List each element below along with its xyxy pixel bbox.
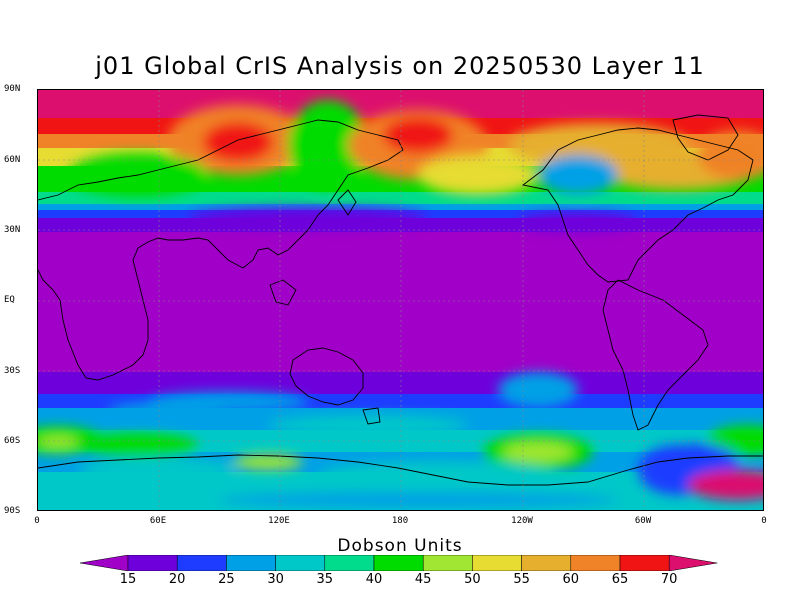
colorbar-arrow-high: [668, 555, 718, 571]
colorbar-tick-label: 35: [316, 572, 334, 587]
lat-label-30s: 30S: [4, 366, 21, 376]
lat-label-60s: 60S: [4, 436, 21, 446]
colorbar-tick-label: 15: [119, 572, 137, 587]
colorbar-segment: [570, 555, 621, 571]
colorbar-tick-label: 30: [267, 572, 284, 587]
ozone-field: [38, 90, 763, 510]
lat-label-30n: 30N: [4, 225, 21, 235]
colorbar-segment: [275, 555, 326, 571]
colorbar-segment: [176, 555, 227, 571]
colorbar-segment: [373, 555, 424, 571]
map-title: j01 Global CrIS Analysis on 20250530 Lay…: [95, 52, 705, 80]
colorbar-tick-label: 20: [168, 572, 186, 587]
colorbar-tick-label: 40: [365, 572, 383, 587]
colorbar-segment: [127, 555, 178, 571]
colorbar-tick-label: 60: [562, 572, 580, 587]
lon-label-180: 180: [391, 516, 409, 526]
colorbar-title: Dobson Units: [337, 536, 463, 556]
southern-features: [38, 372, 763, 508]
lon-label-60w: 60W: [634, 516, 652, 526]
colorbar-tick-label: 25: [218, 572, 235, 587]
lon-label-60e: 60E: [149, 516, 167, 526]
colorbar-tick-label: 70: [660, 572, 678, 587]
colorbar-segment: [226, 555, 276, 571]
colorbar: [80, 555, 718, 571]
lon-label-0-right: 0: [761, 516, 767, 526]
colorbar-segment: [521, 555, 572, 571]
lon-label-120e: 120E: [268, 516, 290, 526]
graticule: [38, 90, 763, 510]
colorbar-segment: [324, 555, 375, 571]
lat-label-60n: 60N: [4, 155, 21, 165]
colorbar-segment: [619, 555, 670, 571]
colorbar-segment: [422, 555, 473, 571]
lat-label-90s: 90S: [4, 506, 21, 516]
lat-label-eq: EQ: [4, 295, 15, 305]
lon-label-120w: 120W: [511, 516, 533, 526]
colorbar-tick-label: 65: [611, 572, 629, 587]
colorbar-arrow-low: [80, 555, 129, 571]
colorbar-segment: [472, 555, 522, 571]
coastlines: [38, 114, 763, 486]
colorbar-tick-label: 50: [464, 572, 481, 587]
lat-label-90n: 90N: [4, 84, 21, 94]
ozone-map: [37, 89, 764, 511]
colorbar-tick-label: 45: [414, 572, 432, 587]
colorbar-tick-label: 55: [513, 572, 530, 587]
lon-label-0-left: 0: [34, 516, 40, 526]
